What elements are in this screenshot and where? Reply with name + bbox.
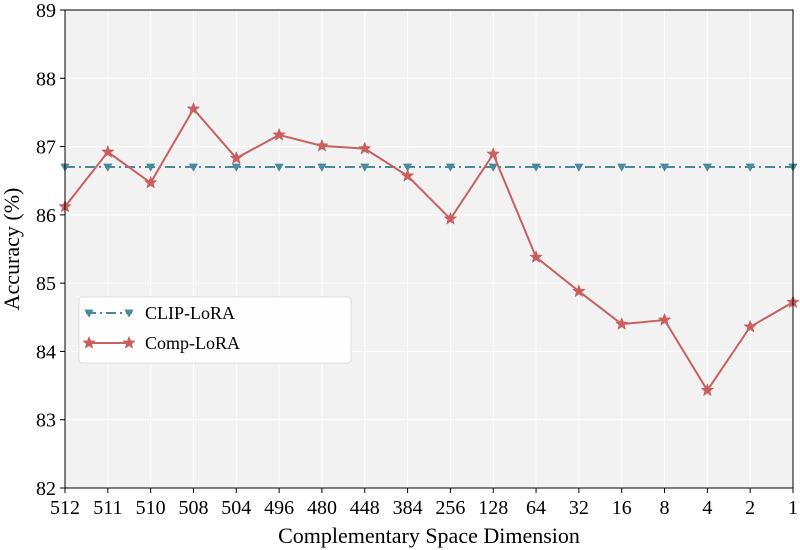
legend-marker-point bbox=[82, 335, 96, 349]
legend-label-comp-lora: Comp-LoRA bbox=[145, 333, 240, 353]
x-tick-label: 2 bbox=[745, 497, 755, 519]
data-point-clip-lora bbox=[317, 163, 327, 172]
y-tick-label: 82 bbox=[36, 478, 56, 500]
data-point-comp-lora bbox=[143, 175, 158, 189]
x-tick-label: 4 bbox=[702, 497, 712, 519]
x-tick-label: 128 bbox=[478, 497, 508, 519]
data-point-comp-lora bbox=[443, 211, 458, 225]
data-point-comp-lora bbox=[357, 141, 372, 155]
data-point-clip-lora bbox=[103, 163, 113, 172]
data-point-clip-lora bbox=[617, 163, 627, 172]
data-point-comp-lora bbox=[229, 150, 244, 164]
x-axis-title: Complementary Space Dimension bbox=[278, 523, 580, 548]
data-point-comp-lora bbox=[700, 383, 715, 397]
x-tick-label: 256 bbox=[435, 497, 465, 519]
data-point-comp-lora bbox=[572, 284, 586, 298]
grid bbox=[64, 9, 794, 489]
x-tick-label: 32 bbox=[569, 497, 589, 519]
series-line-comp-lora bbox=[64, 107, 794, 393]
data-point-clip-lora bbox=[659, 163, 670, 172]
data-point-comp-lora bbox=[743, 319, 758, 333]
data-point-comp-lora bbox=[315, 138, 329, 152]
legend-marker-point bbox=[122, 335, 136, 349]
legend-label-clip-lora: CLIP-LoRA bbox=[145, 303, 235, 323]
data-point-comp-lora bbox=[529, 249, 543, 264]
x-tick-label: 510 bbox=[136, 497, 166, 519]
data-point-comp-lora bbox=[486, 146, 501, 160]
x-tick-label: 384 bbox=[393, 497, 423, 519]
data-point-clip-lora bbox=[188, 163, 199, 172]
y-tick-label: 89 bbox=[36, 0, 56, 22]
data-point-clip-lora bbox=[231, 163, 241, 172]
data-point-comp-lora bbox=[272, 127, 286, 141]
data-point-clip-lora bbox=[402, 163, 413, 172]
legend-marker-point bbox=[124, 309, 134, 318]
x-tick-label: 1 bbox=[788, 497, 798, 519]
plot-frame bbox=[64, 9, 794, 489]
x-tick-label: 64 bbox=[526, 497, 546, 519]
x-tick-label: 496 bbox=[264, 497, 294, 519]
data-point-clip-lora bbox=[360, 163, 370, 172]
x-tick-label: 512 bbox=[50, 497, 80, 519]
data-point-comp-lora bbox=[186, 101, 201, 115]
data-point-clip-lora bbox=[702, 163, 712, 172]
x-tick-label: 16 bbox=[612, 497, 632, 519]
data-point-comp-lora bbox=[657, 312, 672, 326]
x-tick-label: 508 bbox=[178, 497, 208, 519]
x-tick-label: 480 bbox=[307, 497, 337, 519]
data-point-clip-lora bbox=[488, 163, 498, 172]
x-tick-label: 504 bbox=[221, 497, 251, 519]
x-tick-label: 8 bbox=[660, 497, 670, 519]
y-axis-title: Accuracy (%) bbox=[0, 188, 24, 311]
data-point-comp-lora bbox=[614, 316, 629, 330]
legend-marker-clip-lora bbox=[84, 309, 134, 318]
y-tick-label: 88 bbox=[36, 68, 56, 90]
y-tick-label: 85 bbox=[36, 273, 56, 295]
data-point-comp-lora bbox=[100, 144, 115, 158]
series-layer bbox=[58, 101, 800, 397]
data-point-clip-lora bbox=[445, 163, 456, 172]
legend: CLIP-LoRA Comp-LoRA bbox=[78, 296, 352, 364]
data-point-comp-lora bbox=[400, 168, 415, 182]
plot-background bbox=[65, 10, 793, 488]
x-tick-label: 448 bbox=[350, 497, 380, 519]
data-point-clip-lora bbox=[745, 163, 755, 172]
x-tick-label: 511 bbox=[93, 497, 122, 519]
y-tick-label: 84 bbox=[36, 341, 56, 363]
y-tick-label: 87 bbox=[36, 137, 56, 159]
y-tick-label: 83 bbox=[36, 410, 56, 432]
legend-marker-comp-lora bbox=[82, 335, 136, 349]
y-tick-label: 86 bbox=[36, 205, 56, 227]
data-point-clip-lora bbox=[146, 163, 156, 172]
legend-marker-point bbox=[84, 309, 94, 318]
legend-box bbox=[78, 296, 352, 364]
data-point-clip-lora bbox=[574, 163, 584, 172]
data-point-clip-lora bbox=[531, 163, 541, 172]
data-point-clip-lora bbox=[274, 163, 284, 172]
